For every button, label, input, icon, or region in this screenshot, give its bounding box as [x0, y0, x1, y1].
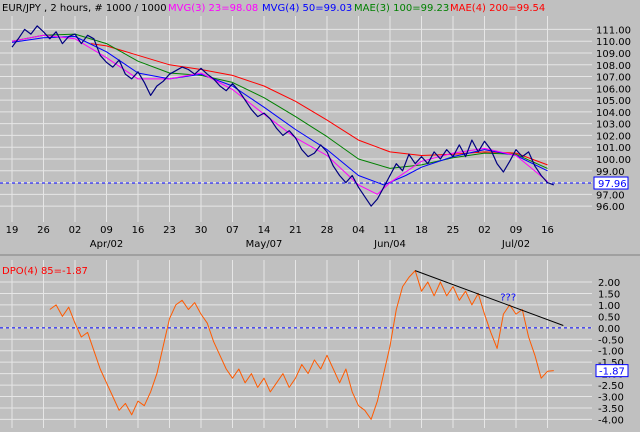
series-dpo	[49, 270, 554, 420]
x-tick-label: 25	[447, 225, 460, 236]
dpo-y-tick-label: 1.50	[598, 289, 620, 300]
dpo-panel: 2.001.501.000.500.00-0.50-1.00-1.50-2.00…	[0, 260, 629, 428]
dpo-lines	[49, 270, 564, 420]
dpo-y-tick-label: -3.00	[598, 393, 624, 404]
price-y-tick-label: 99.00	[596, 167, 625, 178]
x-tick-label: 09	[100, 225, 113, 236]
price-y-tick-label: 105.00	[596, 96, 631, 107]
dpo-y-tick-label: -4.00	[598, 415, 624, 426]
month-label: Jun/04	[373, 239, 406, 250]
x-tick-label: 07	[226, 225, 239, 236]
dpo-y-tick-label: -0.50	[598, 335, 624, 346]
x-tick-label: 23	[163, 225, 176, 236]
dpo-y-tick-label: 0.00	[598, 324, 620, 335]
x-tick-label: 19	[6, 225, 19, 236]
x-tick-label: 09	[510, 225, 523, 236]
price-y-tick-label: 108.00	[596, 61, 631, 72]
dpo-annotation: ???	[500, 292, 516, 303]
dpo-grid	[0, 260, 592, 428]
price-y-tick-label: 101.00	[596, 143, 631, 154]
dpo-last-value-box	[595, 364, 629, 378]
x-tick-label: 18	[415, 225, 428, 236]
price-legend: EUR/JPY , 2 hours, # 1000 / 1000 MVG(3) …	[2, 3, 545, 14]
price-y-tick-label: 110.00	[596, 37, 631, 48]
month-labels: Apr/02 May/07 Jun/04 Jul/02	[90, 239, 530, 250]
month-label: Apr/02	[90, 239, 123, 250]
month-label: Jul/02	[501, 239, 530, 250]
dpo-legend: DPO(4) 85=-1.87	[2, 266, 88, 277]
price-y-tick-label: 104.00	[596, 108, 631, 119]
price-y-tick-label: 106.00	[596, 84, 631, 95]
symbol-label: EUR/JPY , 2 hours, # 1000 / 1000	[2, 3, 167, 14]
x-tick-label: 11	[384, 225, 397, 236]
dpo-y-tick-label: 1.00	[598, 301, 620, 312]
dpo-y-tick-label: 2.00	[598, 278, 620, 289]
price-lines	[11, 25, 555, 207]
dpo-last-value-text: -1.87	[599, 367, 625, 378]
series-mae3	[11, 33, 548, 169]
price-grid	[0, 16, 592, 222]
month-label: May/07	[246, 239, 283, 250]
price-y-tick-label: 100.00	[596, 155, 631, 166]
dpo-y-tick-label: -1.00	[598, 347, 624, 358]
price-last-value: 97.96	[593, 176, 629, 190]
price-y-tick-label: 107.00	[596, 73, 631, 84]
x-tick-label: 14	[258, 225, 271, 236]
legend-mvg3: MVG(3) 23=98.08	[168, 3, 258, 14]
x-tick-label: 16	[132, 225, 145, 236]
x-tick-labels: 19 26 02 09 16 23 30 07 14 21 28 04 11 18 25 02 09 16	[6, 225, 554, 236]
price-y-tick-label: 96.00	[596, 202, 625, 213]
x-tick-label: 02	[478, 225, 491, 236]
legend-mvg4: MVG(4) 50=99.03	[262, 3, 352, 14]
legend-mae4: MAE(4) 200=99.54	[450, 3, 545, 14]
dpo-y-tick-label: -1.50	[598, 358, 624, 369]
dpo-y-tick-label: -2.50	[598, 381, 624, 392]
x-tick-label: 28	[321, 225, 334, 236]
dpo-y-tick-label: 0.50	[598, 312, 620, 323]
dpo-last-value: -1.87	[595, 364, 629, 378]
legend-mae3: MAE(3) 100=99.23	[354, 3, 449, 14]
price-y-tick-label: 102.00	[596, 131, 631, 142]
x-tick-label: 04	[352, 225, 365, 236]
x-tick-label: 02	[69, 225, 82, 236]
price-y-tick-label: 103.00	[596, 120, 631, 131]
price-panel: 96.0097.0098.0099.00100.00101.00102.0010…	[0, 3, 640, 256]
dpo-y-tick-label: -3.50	[598, 404, 624, 415]
price-y-tick-label: 109.00	[596, 49, 631, 60]
price-y-tick-label: 97.00	[596, 190, 625, 201]
dpo-y-tick-labels: 2.001.501.000.500.00-0.50-1.00-1.50-2.00…	[598, 278, 624, 426]
x-tick-label: 30	[195, 225, 208, 236]
x-tick-label: 16	[541, 225, 554, 236]
price-last-value-text: 97.96	[598, 179, 627, 190]
dpo-trendline	[415, 270, 564, 326]
x-tick-label: 26	[37, 225, 50, 236]
price-y-tick-labels: 96.0097.0098.0099.00100.00101.00102.0010…	[596, 25, 631, 213]
series-price	[11, 25, 555, 207]
price-y-tick-label: 111.00	[596, 25, 631, 36]
x-tick-label: 21	[289, 225, 302, 236]
price-last-value-box	[593, 176, 629, 190]
